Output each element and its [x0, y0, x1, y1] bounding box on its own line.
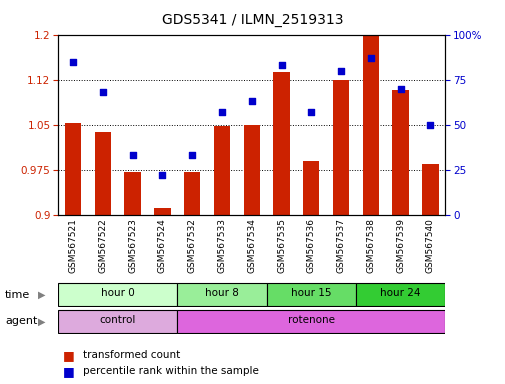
- Text: hour 8: hour 8: [205, 288, 238, 298]
- Bar: [213, 126, 230, 215]
- Bar: [302, 161, 319, 215]
- FancyBboxPatch shape: [58, 310, 177, 333]
- Text: hour 0: hour 0: [100, 288, 134, 298]
- Bar: [184, 172, 200, 215]
- Point: [277, 62, 285, 68]
- Point: [336, 68, 344, 74]
- Point: [366, 55, 374, 61]
- Text: control: control: [99, 315, 136, 325]
- Text: time: time: [5, 290, 30, 300]
- Point: [158, 172, 166, 179]
- FancyBboxPatch shape: [355, 283, 444, 306]
- Bar: [94, 132, 111, 215]
- Text: hour 24: hour 24: [380, 288, 420, 298]
- Text: transformed count: transformed count: [83, 350, 180, 360]
- Point: [247, 98, 256, 104]
- Point: [188, 152, 196, 159]
- Point: [128, 152, 136, 159]
- Text: rotenone: rotenone: [287, 315, 334, 325]
- FancyBboxPatch shape: [266, 283, 355, 306]
- Bar: [421, 164, 438, 215]
- Point: [69, 59, 77, 65]
- Point: [98, 89, 107, 95]
- Bar: [332, 79, 348, 215]
- Point: [307, 109, 315, 115]
- FancyBboxPatch shape: [177, 283, 266, 306]
- Text: hour 15: hour 15: [290, 288, 331, 298]
- Bar: [124, 172, 140, 215]
- Text: GDS5341 / ILMN_2519313: GDS5341 / ILMN_2519313: [162, 13, 343, 27]
- Text: ■: ■: [63, 349, 75, 362]
- Text: agent: agent: [5, 316, 37, 326]
- Bar: [392, 90, 408, 215]
- Text: ▶: ▶: [38, 316, 45, 326]
- Bar: [243, 125, 260, 215]
- Point: [396, 86, 404, 92]
- Point: [218, 109, 226, 115]
- Bar: [273, 72, 289, 215]
- Text: percentile rank within the sample: percentile rank within the sample: [83, 366, 259, 376]
- Point: [426, 122, 434, 128]
- FancyBboxPatch shape: [177, 310, 444, 333]
- FancyBboxPatch shape: [58, 283, 177, 306]
- Bar: [154, 208, 170, 215]
- Text: ■: ■: [63, 365, 75, 378]
- Bar: [362, 36, 378, 215]
- Text: ▶: ▶: [38, 290, 45, 300]
- Bar: [65, 123, 81, 215]
